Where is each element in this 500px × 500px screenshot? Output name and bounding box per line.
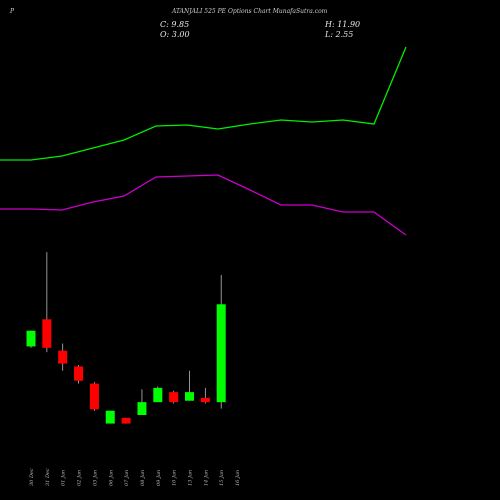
x-axis-tick-label: 16 Jan	[235, 470, 241, 486]
x-axis-tick-label: 10 Jan	[172, 470, 178, 486]
candle-body	[42, 319, 52, 348]
candle-body	[137, 402, 147, 415]
candle-body	[74, 366, 84, 381]
x-axis-tick-label: 02 Jan	[77, 470, 83, 486]
candle-body	[153, 387, 163, 403]
candle-body	[121, 417, 131, 424]
green-indicator-line	[0, 46, 407, 161]
x-axis-tick-label: 09 Jan	[156, 470, 162, 486]
open-value: O: 3.00	[160, 30, 190, 39]
chart-title: ATANJALI 525 PE Options Chart MunafaSutr…	[172, 8, 328, 15]
header-left-label: P	[10, 8, 15, 15]
candle-body	[185, 392, 194, 401]
magenta-indicator-line	[0, 174, 407, 236]
low-value: L: 2.55	[325, 30, 354, 39]
x-axis-tick-label: 30 Dec	[29, 468, 35, 486]
candle-body	[216, 304, 226, 403]
x-axis-tick-label: 01 Jan	[61, 470, 67, 486]
candle-body	[26, 330, 36, 347]
x-axis-tick-label: 14 Jan	[203, 470, 209, 486]
x-axis-tick-label: 08 Jan	[140, 470, 146, 486]
candle-body	[89, 383, 99, 410]
x-axis-tick-label: 07 Jan	[124, 470, 130, 486]
x-axis-tick-label: 13 Jan	[188, 470, 194, 486]
candles	[26, 252, 226, 424]
close-value: C: 9.85	[160, 20, 190, 29]
x-axis-labels: 30 Dec 31 Dec 01 Jan 02 Jan 03 Jan 06 Jan 07 J…	[29, 468, 241, 486]
indicator-lines	[0, 46, 407, 236]
candle-body	[200, 397, 210, 403]
high-value: H: 11.90	[325, 20, 361, 29]
x-axis-tick-label: 31 Dec	[45, 468, 51, 486]
x-axis-tick-label: 06 Jan	[108, 470, 114, 486]
candle-body	[58, 350, 68, 364]
candle-body	[169, 392, 179, 403]
x-axis-tick-label: 03 Jan	[92, 470, 98, 486]
candle-body	[105, 410, 115, 424]
x-axis-tick-label: 15 Jan	[219, 470, 225, 486]
